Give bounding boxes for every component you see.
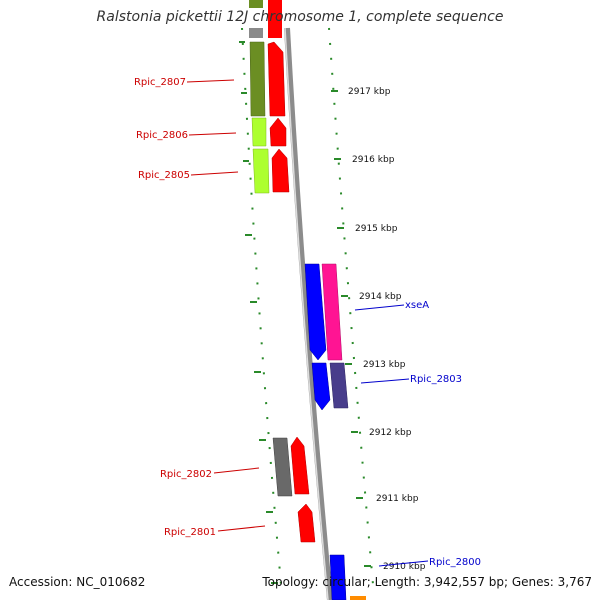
scale-label: 2915 kbp — [355, 224, 398, 234]
scale-label: 2910 kbp — [383, 562, 426, 572]
outer-dotted-ring — [328, 27, 375, 597]
outer-ticks — [331, 90, 371, 567]
gene-label[interactable]: Rpic_2807 — [134, 77, 186, 88]
gene-xsea-partner[interactable] — [321, 263, 343, 361]
leader-rpic-2800 — [378, 560, 429, 567]
gene-stub-gray — [249, 28, 263, 38]
gene-rpic-2802-partner[interactable] — [290, 436, 310, 495]
inner-ticks — [239, 41, 278, 584]
gene-rpic-2805-partner[interactable] — [271, 148, 290, 193]
leader-rpic-2805 — [190, 171, 239, 176]
map-title: Ralstonia pickettii 12J chromosome 1, co… — [96, 9, 504, 25]
scale-label: 2917 kbp — [348, 87, 391, 97]
backbone-highlight — [284, 27, 329, 600]
gene-stub-olive — [249, 0, 263, 8]
leader-rpic-2803 — [360, 378, 410, 384]
gene-xsea[interactable] — [304, 263, 327, 361]
gene-label[interactable]: Rpic_2805 — [138, 170, 190, 181]
gene-rpic-2807[interactable] — [249, 41, 266, 117]
inner-dotted-ring — [241, 27, 283, 597]
leader-rpic-2807 — [186, 79, 235, 83]
gene-rpic-2802[interactable] — [272, 437, 293, 497]
gene-rpic-2806-partner[interactable] — [269, 117, 287, 147]
leader-xsea — [354, 304, 405, 311]
leader-rpic-2806 — [188, 132, 237, 136]
gene-rpic-2803[interactable] — [311, 362, 331, 411]
scale-label: 2911 kbp — [376, 494, 419, 504]
gene-label[interactable]: Rpic_2802 — [160, 469, 212, 480]
backbone — [284, 27, 333, 600]
scale-label: 2916 kbp — [352, 155, 395, 165]
gene-rpic-2803-partner[interactable] — [329, 362, 349, 409]
gene-label[interactable]: Rpic_2801 — [164, 527, 216, 538]
gene-rpic-2801[interactable] — [297, 503, 316, 543]
gene-label[interactable]: Rpic_2803 — [410, 374, 462, 385]
leader-rpic-2802 — [213, 467, 260, 474]
scale-label: 2913 kbp — [363, 360, 406, 370]
leader-rpic-2801 — [217, 525, 266, 532]
gene-rpic-2806[interactable] — [251, 117, 267, 147]
gene-label[interactable]: xseA — [405, 300, 429, 311]
gene-stub-red — [268, 0, 282, 38]
gene-label[interactable]: Rpic_2800 — [429, 557, 481, 568]
gene-rpic-2805[interactable] — [252, 148, 270, 194]
accession-text: Accession: NC_010682 — [9, 575, 146, 589]
gene-label[interactable]: Rpic_2806 — [136, 130, 188, 141]
gene-rpic-2807-partner[interactable] — [267, 41, 286, 117]
scale-label: 2912 kbp — [369, 428, 412, 438]
scale-label: 2914 kbp — [359, 292, 402, 302]
topology-text: Topology: circular; Length: 3,942,557 bp… — [262, 575, 592, 589]
gene-rpic-2800-partner[interactable] — [350, 596, 366, 600]
gene-rpic-2800[interactable] — [329, 554, 347, 600]
